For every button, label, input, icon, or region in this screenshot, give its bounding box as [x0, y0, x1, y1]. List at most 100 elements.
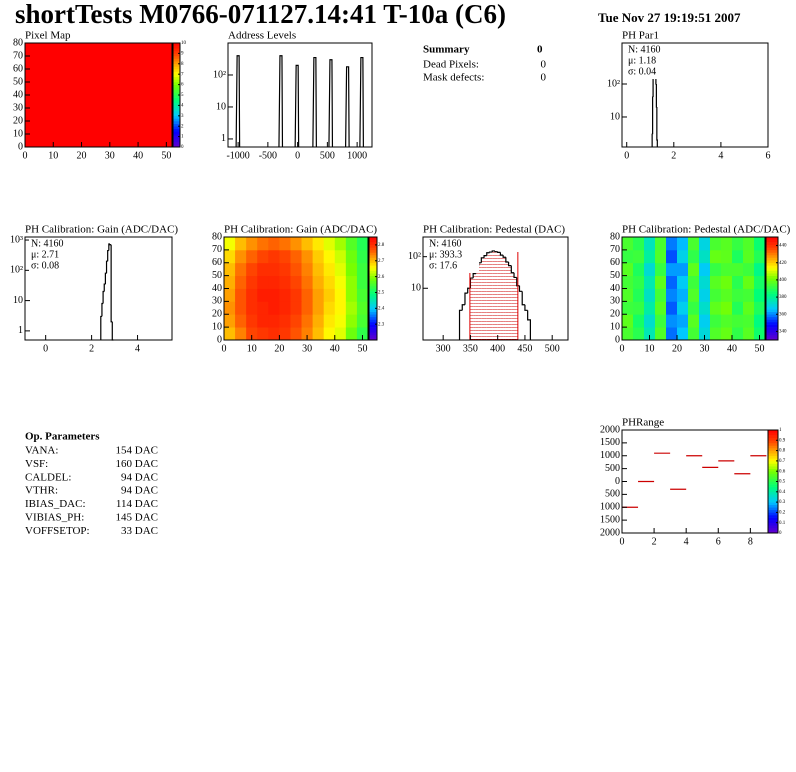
heat-cell [677, 237, 689, 251]
heat-cell [345, 262, 358, 277]
bin [483, 255, 487, 258]
bin [524, 304, 528, 311]
x-tick-label: 10 [247, 343, 257, 354]
heat-cell [622, 327, 634, 341]
heat-cell [622, 262, 634, 277]
bin [101, 302, 104, 317]
colorbar-step [369, 311, 377, 315]
colorbar-step [766, 288, 778, 292]
colorbar-label: 0.4 [779, 490, 786, 495]
colorbar-step [766, 316, 778, 320]
parameter-name: VIBIAS_PH: [25, 512, 84, 524]
heat-cell [246, 288, 258, 302]
heat-cell [743, 314, 755, 328]
heat-cell [743, 249, 755, 264]
heat-cell [290, 327, 302, 341]
fit-fill [486, 252, 490, 340]
colorbar-step [766, 327, 778, 330]
y-tick-label: 20 [13, 115, 23, 126]
x-tick-label: 300 [436, 343, 451, 354]
summary-label: Mask defects: [423, 72, 484, 84]
x-tick-label: 10 [645, 343, 655, 354]
colorbar-step [369, 321, 377, 325]
colorbar-step [369, 316, 377, 320]
colorbar-step [369, 329, 377, 333]
heat-cell [334, 275, 347, 289]
heat-cell [644, 275, 656, 289]
heat-cell [633, 314, 645, 328]
heat-cell [224, 327, 236, 341]
x-tick-label: 500 [545, 343, 560, 354]
colorbar-step [173, 110, 180, 114]
fit-fill [508, 265, 512, 340]
x-tick-label: -500 [259, 150, 277, 161]
colorbar-step [766, 262, 778, 266]
colorbar-step [768, 460, 778, 464]
x-tick-label: 0 [620, 536, 625, 547]
heat-cell [633, 327, 645, 341]
panel-title: PH Calibration: Gain (ADC/DAC) [25, 224, 178, 236]
heat-cell [754, 327, 766, 341]
bin [516, 277, 520, 287]
frame [621, 42, 769, 148]
heat-cell [710, 249, 722, 264]
bin [513, 272, 517, 279]
heat-cell [25, 43, 173, 148]
heat-cell [312, 249, 325, 264]
colorbar-step [768, 502, 778, 505]
colorbar-step [369, 249, 377, 253]
colorbar-step [173, 97, 180, 101]
stats-line: μ: 2.71 [31, 249, 59, 260]
colorbar-step [173, 76, 180, 80]
colorbar-step [369, 332, 377, 336]
bin [518, 285, 523, 292]
colorbar-step [173, 105, 180, 109]
heat-cell [279, 249, 291, 264]
fit-fill [473, 273, 476, 340]
heat-cell [301, 237, 314, 251]
colorbar-step [766, 306, 778, 310]
y-tick-label: 1500 [600, 514, 620, 525]
colorbar-step [173, 74, 180, 78]
colorbar-step [369, 337, 377, 341]
colorbar-label: 2.8 [378, 243, 385, 248]
colorbar-step [768, 520, 778, 523]
colorbar-step [173, 71, 180, 75]
heat-cell [290, 301, 302, 315]
parameter-name: VANA: [25, 445, 58, 457]
fit-fill [481, 257, 485, 340]
bin [110, 244, 113, 323]
heat-cell [688, 314, 700, 328]
colorbar-step [768, 509, 778, 513]
heat-cell [732, 262, 744, 277]
bin [510, 265, 515, 274]
x-tick-label: 0 [620, 343, 625, 354]
heat-cell [644, 237, 656, 251]
heat-cell [345, 249, 358, 264]
heat-cell [323, 275, 336, 289]
frame [24, 236, 173, 341]
heat-cell [301, 275, 314, 289]
heat-cell [699, 237, 711, 251]
summary-value: 0 [541, 59, 547, 71]
heat-cell [622, 314, 634, 328]
page-title: shortTests M0766-071127.14:41 T-10a (C6) [15, 0, 506, 29]
x-tick-label: 4 [684, 536, 689, 547]
heat-cell [688, 249, 700, 264]
colorbar-step [173, 131, 180, 135]
heat-cell [279, 314, 291, 328]
colorbar-step [173, 136, 180, 140]
heat-cell [732, 288, 744, 302]
bin [102, 290, 105, 304]
heat-cell [257, 249, 269, 264]
x-tick-label: 20 [77, 150, 87, 161]
heat-cell [655, 327, 667, 341]
colorbar-step [768, 504, 778, 508]
colorbar-step [369, 252, 377, 256]
y-tick-label: 70 [13, 50, 23, 61]
colorbar-step [768, 517, 778, 521]
panel-title: PH Par1 [622, 30, 659, 42]
heat-cell [257, 327, 269, 341]
heat-cell [633, 249, 645, 264]
heat-cell [666, 262, 678, 277]
